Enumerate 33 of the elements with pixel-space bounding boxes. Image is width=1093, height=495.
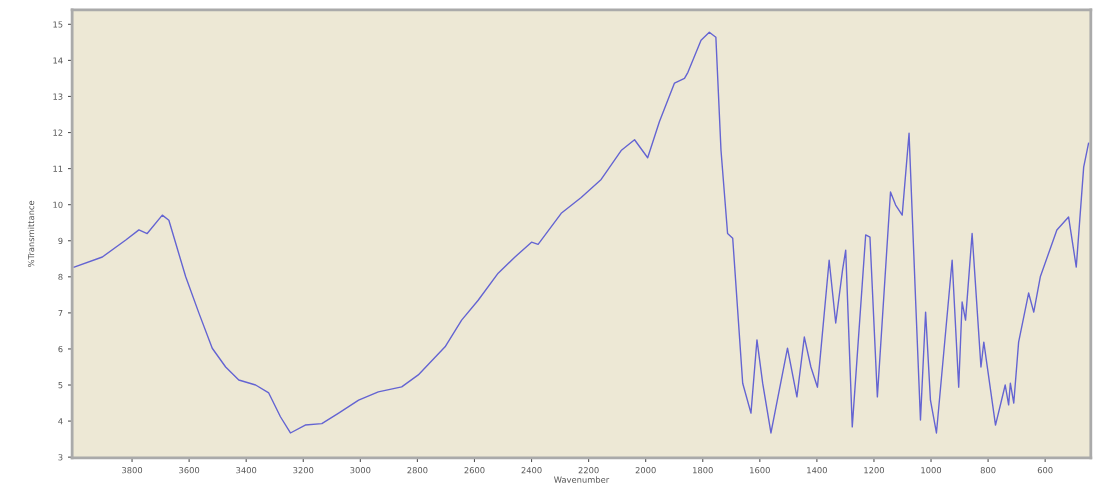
y-tick-label: 15 <box>53 21 63 28</box>
x-tick-label: 3800 <box>122 467 143 474</box>
x-tick-label: 2800 <box>407 467 428 474</box>
x-tick-label: 3200 <box>293 467 314 474</box>
x-tick-label: 800 <box>980 467 996 474</box>
y-axis-title: %Transmittance <box>27 200 35 267</box>
x-tick-label: 1000 <box>921 467 942 474</box>
x-tick-label: 3600 <box>179 467 200 474</box>
y-tick-label: 7 <box>58 309 63 317</box>
y-tick-label: 8 <box>58 273 63 281</box>
x-tick-label: 1200 <box>864 467 884 474</box>
x-tick-label: 600 <box>1037 467 1053 474</box>
line-series <box>73 31 1090 434</box>
y-tick-label: 13 <box>53 93 63 100</box>
y-tick-label: 10 <box>53 201 63 208</box>
y-tick-label: 6 <box>58 345 63 353</box>
x-axis-title: Wavenumber <box>554 476 610 483</box>
x-tick-label: 2600 <box>464 467 485 474</box>
x-tick-label: 1400 <box>807 467 827 474</box>
y-tick-label: 5 <box>58 382 63 389</box>
x-tick-label: 2000 <box>635 467 656 474</box>
x-tick-label: 2200 <box>578 467 599 474</box>
x-tick-label: 3400 <box>236 467 257 474</box>
y-tick-label: 11 <box>53 165 63 172</box>
x-tick-label: 3000 <box>350 467 371 474</box>
y-tick-label: 9 <box>58 237 63 245</box>
y-tick-label: 3 <box>58 454 63 461</box>
y-tick-label: 12 <box>53 129 63 136</box>
y-tick-label: 14 <box>53 57 63 64</box>
x-tick-label: 1800 <box>693 467 713 474</box>
y-tick-label: 4 <box>58 418 63 425</box>
x-tick-label: 2400 <box>521 467 542 474</box>
x-tick-label: 1600 <box>750 467 770 474</box>
